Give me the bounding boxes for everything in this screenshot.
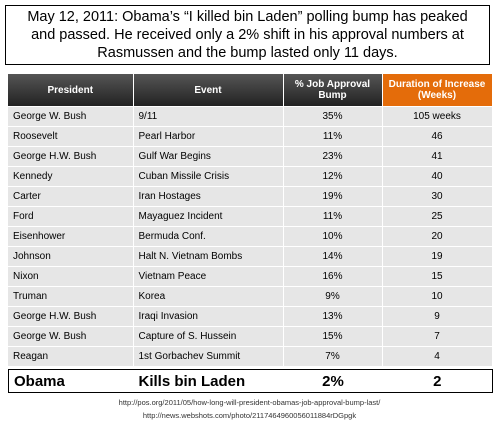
table-cell: Reagan	[8, 346, 134, 366]
table-cell: Carter	[8, 186, 134, 207]
table-cell: 13%	[283, 306, 383, 327]
table-cell: Truman	[8, 286, 134, 307]
table-cell: 10	[382, 286, 493, 307]
table-row: George H.W. Bush Gulf War Begins 23% 41	[8, 146, 493, 167]
table-cell: 19	[382, 246, 493, 267]
title: May 12, 2011: Obama’s “I killed bin Lade…	[27, 9, 468, 61]
table-cell: 35%	[283, 106, 383, 127]
highlight-table: Obama Kills bin Laden 2% 2	[8, 369, 493, 393]
highlight-row: Obama Kills bin Laden 2% 2	[9, 370, 493, 393]
table-cell: 16%	[283, 266, 383, 287]
table-cell: Capture of S. Hussein	[133, 326, 284, 347]
table-cell: 11%	[283, 126, 383, 147]
header-cell: % Job Approval Bump	[283, 74, 383, 107]
title-box: May 12, 2011: Obama’s “I killed bin Lade…	[5, 5, 490, 65]
table-cell: Korea	[133, 286, 284, 307]
highlight-cell: Obama	[14, 372, 65, 390]
table-cell: 10%	[283, 226, 383, 247]
table-cell: 30	[382, 186, 493, 207]
table-cell: 7%	[283, 346, 383, 366]
table-row: Truman Korea 9% 10	[8, 286, 493, 307]
highlight-cell: Kills bin Laden	[138, 372, 246, 390]
table-cell: Iraqi Invasion	[133, 306, 284, 327]
header-row: President Event% Job Approval Bump Duratio…	[8, 74, 493, 107]
table-row: Ford Mayaguez Incident 11% 25	[8, 206, 493, 227]
table-row: Johnson Halt N. Vietnam Bombs 14% 19	[8, 246, 493, 267]
header-cell: Event	[133, 74, 284, 107]
table-body: George W. Bush 9/11 35% 105 weeks Roosevelt P…	[8, 106, 493, 366]
table-cell: Johnson	[8, 246, 134, 267]
highlight-cell: 2	[433, 372, 442, 390]
table-cell: 1st Gorbachev Summit	[133, 346, 284, 366]
table-cell: Kennedy	[8, 166, 134, 187]
table-row: Carter Iran Hostages 19% 30	[8, 186, 493, 207]
footer-link: http://news.webshots.com/photo/211746496…	[142, 411, 357, 420]
table-cell: Iran Hostages	[133, 186, 284, 207]
highlight-cell: 2%	[322, 372, 344, 390]
footer-link: http://pos.org/2011/05/how-long-will-pre…	[118, 398, 381, 407]
table-cell: George W. Bush	[8, 106, 134, 127]
table-cell: 14%	[283, 246, 383, 267]
table-cell: George H.W. Bush	[8, 306, 134, 327]
table: President Event% Job Approval Bump Duratio…	[8, 74, 493, 366]
table-cell: 23%	[283, 146, 383, 167]
table-cell: 7	[382, 326, 493, 347]
table-cell: 11%	[283, 206, 383, 227]
table-cell: George H.W. Bush	[8, 146, 134, 167]
table-cell: 41	[382, 146, 493, 167]
table-row: George H.W. Bush Iraqi Invasion 13% 9	[8, 306, 493, 327]
table-cell: Cuban Missile Crisis	[133, 166, 284, 187]
table-cell: Gulf War Begins	[133, 146, 284, 167]
table-row: Reagan 1st Gorbachev Summit 7% 4	[8, 346, 493, 366]
table-row: Nixon Vietnam Peace 16% 15	[8, 266, 493, 287]
table-cell: 20	[382, 226, 493, 247]
table-row: Roosevelt Pearl Harbor 11% 46	[8, 126, 493, 147]
table-cell: 105 weeks	[382, 106, 493, 127]
table-cell: Vietnam Peace	[133, 266, 284, 287]
table-cell: 9	[382, 306, 493, 327]
table-cell: 40	[382, 166, 493, 187]
table-cell: 15%	[283, 326, 383, 347]
table-cell: Roosevelt	[8, 126, 134, 147]
table-cell: Halt N. Vietnam Bombs	[133, 246, 284, 267]
table-cell: Eisenhower	[8, 226, 134, 247]
table-cell: 15	[382, 266, 493, 287]
table-cell: Pearl Harbor	[133, 126, 284, 147]
table-row: George W. Bush 9/11 35% 105 weeks	[8, 106, 493, 127]
header-cell: President	[8, 74, 134, 107]
table-cell: 9%	[283, 286, 383, 307]
table-cell: Mayaguez Incident	[133, 206, 284, 227]
table-cell: 12%	[283, 166, 383, 187]
table-cell: George W. Bush	[8, 326, 134, 347]
table-cell: Nixon	[8, 266, 134, 287]
table-cell: 4	[382, 346, 493, 366]
header-cell: Duration of Increase (Weeks)	[382, 74, 493, 107]
table-cell: Bermuda Conf.	[133, 226, 284, 247]
table-row: Eisenhower Bermuda Conf. 10% 20	[8, 226, 493, 247]
table-cell: Ford	[8, 206, 134, 227]
table-cell: 19%	[283, 186, 383, 207]
table-cell: 9/11	[133, 106, 284, 127]
table-row: Kennedy Cuban Missile Crisis 12% 40	[8, 166, 493, 187]
table-cell: 46	[382, 126, 493, 147]
table-row: George W. Bush Capture of S. Hussein 15% 7	[8, 326, 493, 347]
table-cell: 25	[382, 206, 493, 227]
